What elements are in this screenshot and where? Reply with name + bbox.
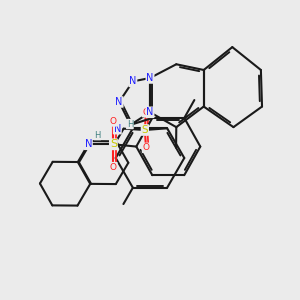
Text: N: N [85,139,92,149]
Text: N: N [146,73,154,83]
Text: N: N [129,76,137,86]
Text: N: N [116,97,123,107]
Text: O: O [110,163,117,172]
Text: S: S [110,139,117,149]
Text: S: S [142,125,148,135]
Text: N: N [114,124,121,134]
Text: O: O [142,143,149,152]
Text: H: H [127,120,133,129]
Text: O: O [142,108,149,117]
Text: O: O [110,117,117,126]
Text: H: H [94,130,101,140]
Text: N: N [146,107,154,117]
